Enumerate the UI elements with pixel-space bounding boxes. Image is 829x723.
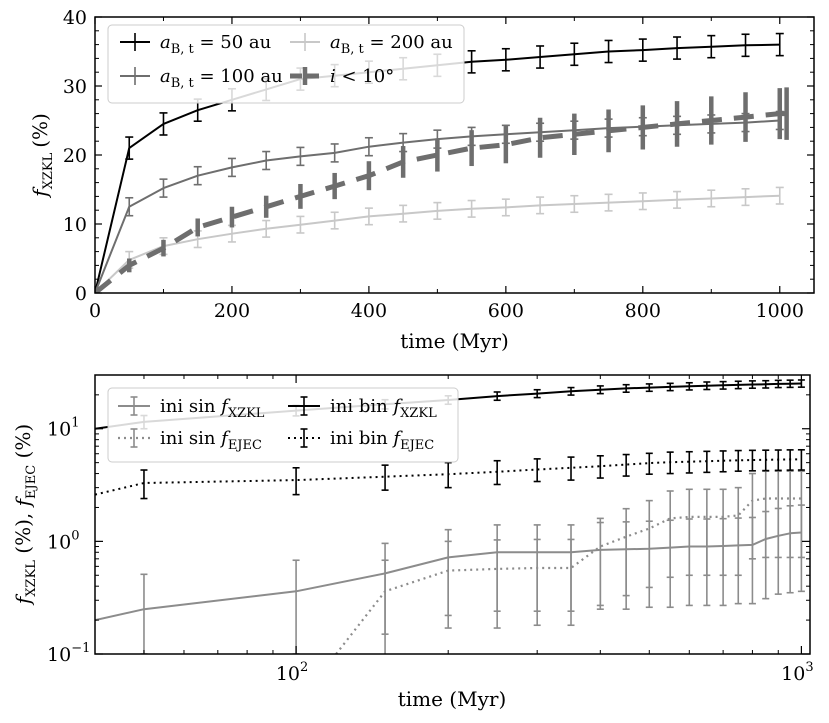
top-legend: aB, t = 50 au aB, t = 100 au aB, t = 200 a… (107, 24, 465, 104)
bottom-ytick-label-1: 100 (47, 528, 79, 553)
top-ytick-label-2: 20 (63, 145, 87, 167)
top-xtick-label-4: 800 (625, 300, 661, 322)
top-series-line-3 (95, 111, 787, 293)
bottom-legend-label-3: ini bin fEJEC (330, 428, 434, 453)
top-axes-frame (94, 16, 815, 294)
bottom-legend-box (107, 387, 459, 463)
bottom-series-group (95, 379, 805, 654)
top-xtick-label-3: 600 (488, 300, 524, 322)
top-xtick-label-1: 200 (214, 300, 250, 322)
bottom-legend-label-0: ini sin fXZKL (160, 396, 265, 421)
bottom-series-line-3 (95, 458, 802, 496)
top-xtick-label-2: 400 (351, 300, 387, 322)
top-ytick-label-0: 0 (75, 283, 87, 305)
top-y-axis-label: fXZKL(%) (28, 113, 56, 199)
bottom-axes-frame (94, 374, 811, 655)
bottom-ytick-label-2: 101 (47, 416, 79, 441)
top-y-label-unit: (%) (28, 113, 52, 148)
bottom-legend-label-1: ini sin fEJEC (160, 428, 262, 453)
bottom-series-line-1 (335, 497, 802, 654)
top-ytick-label-4: 40 (63, 7, 87, 29)
top-legend-label-3: i < 10° (330, 66, 394, 87)
bottom-ytick-label-0: 10−1 (47, 641, 90, 666)
top-xtick-label-5: 1000 (756, 300, 804, 322)
bottom-plot-area (95, 379, 805, 654)
top-xtick-label-0: 0 (89, 300, 101, 322)
top-y-label-sub: XZKL (41, 152, 56, 189)
bottom-xtick-label-0: 102 (276, 660, 308, 685)
top-ytick-label-1: 10 (63, 214, 87, 236)
bottom-panel: 102 103 10−1 100 101 time (Myr) fXZKL (%), f… (11, 374, 814, 711)
top-x-axis-label: time (Myr) (400, 329, 509, 353)
top-legend-label-2: aB, t = 200 au (330, 32, 453, 57)
top-legend-label-1: aB, t = 100 au (160, 66, 283, 91)
bottom-axis-ticks: 102 103 10−1 100 101 (47, 374, 814, 685)
top-legend-box (107, 24, 465, 104)
bottom-y-axis-label: fXZKL (%), fEJEC (%) (11, 424, 39, 606)
bottom-xtick-label-1: 103 (781, 660, 813, 685)
top-legend-label-0: aB, t = 50 au (160, 32, 271, 57)
top-ytick-label-3: 30 (63, 76, 87, 98)
bottom-x-axis-label: time (Myr) (398, 687, 507, 711)
